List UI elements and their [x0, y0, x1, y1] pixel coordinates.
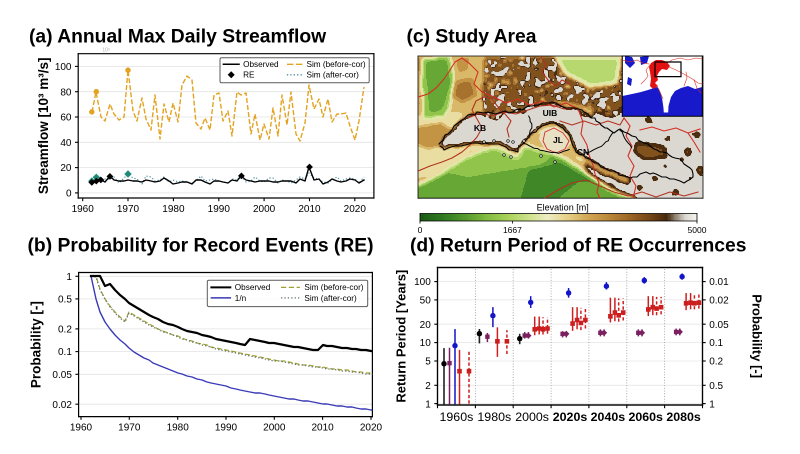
svg-text:Elevation [m]: Elevation [m] [537, 203, 589, 213]
svg-text:0.1: 0.1 [709, 338, 723, 349]
svg-text:0.02: 0.02 [52, 400, 72, 411]
svg-text:CN: CN [577, 147, 589, 157]
svg-text:Streamflow [10³ m³/s]: Streamflow [10³ m³/s] [36, 58, 51, 195]
svg-text:10³: 10³ [102, 48, 110, 54]
svg-text:JL: JL [553, 135, 563, 145]
svg-text:2080s: 2080s [666, 410, 701, 424]
svg-text:(d) Return Period of RE Occurr: (d) Return Period of RE Occurrences [410, 236, 746, 257]
svg-text:2010: 2010 [298, 204, 321, 215]
svg-text:Sim (after-cor): Sim (after-cor) [304, 294, 357, 303]
svg-text:1980: 1980 [167, 423, 190, 434]
svg-text:Return Period [Years]: Return Period [Years] [393, 270, 408, 403]
svg-text:Observed: Observed [235, 283, 271, 292]
svg-text:Sim (before-cor): Sim (before-cor) [304, 283, 363, 292]
svg-text:1990: 1990 [215, 423, 238, 434]
svg-text:100: 100 [55, 62, 72, 73]
svg-text:1970: 1970 [117, 204, 140, 215]
svg-text:0.01: 0.01 [709, 277, 729, 288]
svg-text:Sim (after-cor): Sim (after-cor) [307, 71, 360, 80]
svg-text:1970: 1970 [118, 423, 141, 434]
svg-text:2000: 2000 [263, 423, 286, 434]
svg-text:Sim (before-cor): Sim (before-cor) [307, 60, 366, 69]
svg-text:60: 60 [60, 113, 72, 124]
svg-text:0: 0 [66, 189, 72, 200]
svg-text:1: 1 [425, 399, 431, 410]
svg-text:1667: 1667 [503, 225, 522, 235]
svg-text:50: 50 [420, 296, 432, 307]
svg-text:2: 2 [425, 381, 431, 392]
svg-text:0: 0 [418, 225, 423, 235]
svg-text:Probability [-]: Probability [-] [29, 301, 44, 388]
svg-text:RE: RE [243, 71, 255, 80]
svg-text:2000: 2000 [253, 204, 276, 215]
svg-text:0.2: 0.2 [58, 325, 72, 336]
svg-text:(c) Study Area: (c) Study Area [407, 26, 537, 47]
svg-text:0.2: 0.2 [709, 357, 723, 368]
svg-text:1960s: 1960s [440, 410, 474, 424]
svg-text:80: 80 [60, 87, 72, 98]
svg-text:1: 1 [66, 272, 72, 283]
svg-text:(b) Probability for Record Eve: (b) Probability for Record Events (RE) [28, 236, 374, 257]
svg-text:0.05: 0.05 [709, 320, 729, 331]
svg-text:1: 1 [709, 399, 715, 410]
svg-text:1980: 1980 [162, 204, 185, 215]
svg-text:0.1: 0.1 [58, 347, 72, 358]
svg-text:1990: 1990 [208, 204, 231, 215]
svg-text:2020: 2020 [344, 204, 367, 215]
svg-text:1/n: 1/n [235, 294, 247, 303]
svg-text:UIB: UIB [543, 108, 558, 118]
svg-text:20: 20 [60, 163, 72, 174]
svg-text:10: 10 [420, 338, 432, 349]
svg-text:2040s: 2040s [591, 410, 626, 424]
svg-text:KB: KB [474, 123, 486, 133]
svg-text:1960: 1960 [70, 423, 93, 434]
svg-text:Probability [-]: Probability [-] [749, 294, 764, 378]
svg-text:5: 5 [425, 357, 431, 368]
svg-text:2020s: 2020s [553, 410, 588, 424]
svg-text:Observed: Observed [243, 60, 279, 69]
svg-text:0.5: 0.5 [58, 295, 72, 306]
svg-text:2060s: 2060s [628, 410, 663, 424]
svg-text:100: 100 [414, 277, 431, 288]
svg-text:0.05: 0.05 [52, 370, 72, 381]
svg-text:20: 20 [420, 320, 432, 331]
svg-text:5000: 5000 [688, 225, 707, 235]
svg-text:0.5: 0.5 [709, 381, 723, 392]
svg-text:1960: 1960 [72, 204, 95, 215]
svg-text:2020: 2020 [360, 423, 383, 434]
svg-text:40: 40 [60, 138, 72, 149]
svg-text:2000s: 2000s [515, 410, 549, 424]
svg-text:(a) Annual Max Daily Streamflo: (a) Annual Max Daily Streamflow [29, 26, 327, 47]
svg-text:0.02: 0.02 [709, 296, 729, 307]
svg-text:2010: 2010 [311, 423, 334, 434]
svg-text:1980s: 1980s [477, 410, 511, 424]
